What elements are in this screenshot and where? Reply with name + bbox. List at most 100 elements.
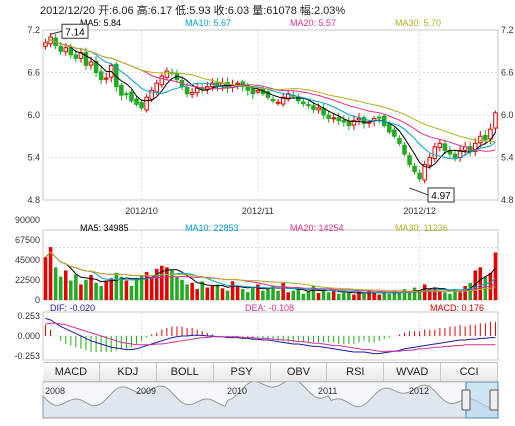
volume-bar xyxy=(448,293,452,300)
volume-bar xyxy=(261,290,265,300)
tab-wvad[interactable]: WVAD xyxy=(384,363,442,381)
macd-legend-dea: DEA: -0.108 xyxy=(245,303,294,313)
price-candle-body xyxy=(296,96,301,102)
volume-bar xyxy=(79,284,83,300)
macd-y-tick: 0.253 xyxy=(17,311,40,321)
price-candle-body xyxy=(275,101,281,104)
volume-y-tick: 45000 xyxy=(15,255,40,265)
price-candle-body xyxy=(483,134,488,141)
quote-summary: 2012/12/20 开:6.06 高:6.17 低:5.93 收:6.03 量… xyxy=(40,5,346,17)
volume-bar xyxy=(427,289,432,300)
price-legend-ma20: MA20: 5.57 xyxy=(290,18,336,28)
volume-bar xyxy=(175,276,179,300)
navigator-history-area xyxy=(42,378,499,419)
volume-bar xyxy=(139,275,144,300)
tab-obv[interactable]: OBV xyxy=(270,363,328,381)
price-candle-body xyxy=(63,47,69,53)
tab-kdj[interactable]: KDJ xyxy=(99,363,157,381)
volume-bar xyxy=(463,286,467,300)
price-candle-body xyxy=(134,98,139,105)
tab-psy[interactable]: PSY xyxy=(213,363,271,381)
price-legend-ma30: MA30: 5.70 xyxy=(395,18,441,28)
price-x-tick: 2012/12 xyxy=(403,206,436,216)
volume-bar xyxy=(144,272,149,300)
price-candle-body xyxy=(270,98,276,102)
volume-bar xyxy=(301,293,306,300)
macd-dea-line xyxy=(45,322,496,352)
volume-y-tick: 67500 xyxy=(15,235,40,245)
volume-bar xyxy=(129,286,134,300)
tab-cci[interactable]: CCI xyxy=(441,363,498,381)
volume-legend-ma10: MA10: 22853 xyxy=(185,223,239,233)
price-candle-body xyxy=(452,153,458,158)
volume-bar xyxy=(336,293,341,300)
price-annotation-label: 4.97 xyxy=(431,191,451,202)
volume-bar xyxy=(149,276,154,300)
navigator-handle[interactable] xyxy=(461,389,471,411)
volume-bar xyxy=(99,286,103,300)
volume-bar xyxy=(402,289,407,300)
volume-bar xyxy=(326,292,331,300)
price-candle-body xyxy=(189,91,195,95)
price-candle-body xyxy=(235,82,240,85)
price-candle-body xyxy=(336,117,342,122)
price-candle-body xyxy=(387,123,392,133)
tab-boll[interactable]: BOLL xyxy=(156,363,214,381)
volume-bar xyxy=(266,289,270,300)
volume-bar xyxy=(331,290,336,300)
price-candle-body xyxy=(154,82,160,93)
volume-bar xyxy=(372,293,376,300)
price-candle-body xyxy=(83,52,89,66)
price-candle-body xyxy=(250,88,256,95)
price-annotation-leader xyxy=(50,30,63,35)
price-ma20-line xyxy=(45,39,496,152)
price-candle-body xyxy=(346,121,352,127)
macd-y-tick: 0.000 xyxy=(17,331,40,341)
indicator-tabs: MACD KDJ BOLL PSY OBV RSI WVAD CCI xyxy=(43,362,498,382)
volume-legend-ma5: MA5: 34985 xyxy=(80,223,129,233)
volume-bar xyxy=(230,281,235,300)
volume-bar xyxy=(367,290,371,300)
price-candle-body xyxy=(442,143,448,151)
volume-bar xyxy=(200,281,205,300)
price-candle-body xyxy=(88,61,94,66)
price-candle-body xyxy=(164,70,170,78)
volume-bar xyxy=(48,247,53,300)
macd-y-tick: -0.253 xyxy=(14,351,40,361)
price-x-tick: 2012/10 xyxy=(125,206,158,216)
volume-bar xyxy=(205,287,210,300)
volume-bar xyxy=(407,292,412,300)
volume-bar xyxy=(119,276,124,300)
volume-bar xyxy=(195,289,199,300)
price-candle-body xyxy=(58,45,63,52)
price-candle-body xyxy=(488,128,493,140)
price-y-tick-right: 7.2 xyxy=(501,25,514,35)
volume-bar xyxy=(160,265,164,300)
price-candle-body xyxy=(422,164,427,181)
volume-bar xyxy=(347,293,351,300)
volume-bar xyxy=(240,289,245,300)
volume-bar xyxy=(63,270,68,300)
price-candle-body xyxy=(119,84,124,96)
price-candle-body xyxy=(43,42,48,47)
volume-bar xyxy=(251,287,255,300)
volume-bar xyxy=(276,290,280,300)
volume-bar xyxy=(58,276,63,300)
price-candle-body xyxy=(73,54,79,59)
price-ma5-line xyxy=(45,39,496,168)
volume-legend-ma30: MA30: 11236 xyxy=(395,223,448,233)
volume-bar xyxy=(286,292,290,300)
navigator-handle[interactable] xyxy=(489,389,499,411)
price-candle-body xyxy=(331,117,336,120)
price-candle-body xyxy=(245,84,251,91)
price-candle-body xyxy=(351,120,357,126)
volume-bar xyxy=(210,286,215,300)
tab-macd[interactable]: MACD xyxy=(43,363,100,381)
volume-bar xyxy=(165,267,169,300)
price-candle-body xyxy=(341,119,347,123)
volume-bar xyxy=(438,290,442,300)
price-candle-body xyxy=(437,142,443,149)
tab-rsi[interactable]: RSI xyxy=(327,363,385,381)
